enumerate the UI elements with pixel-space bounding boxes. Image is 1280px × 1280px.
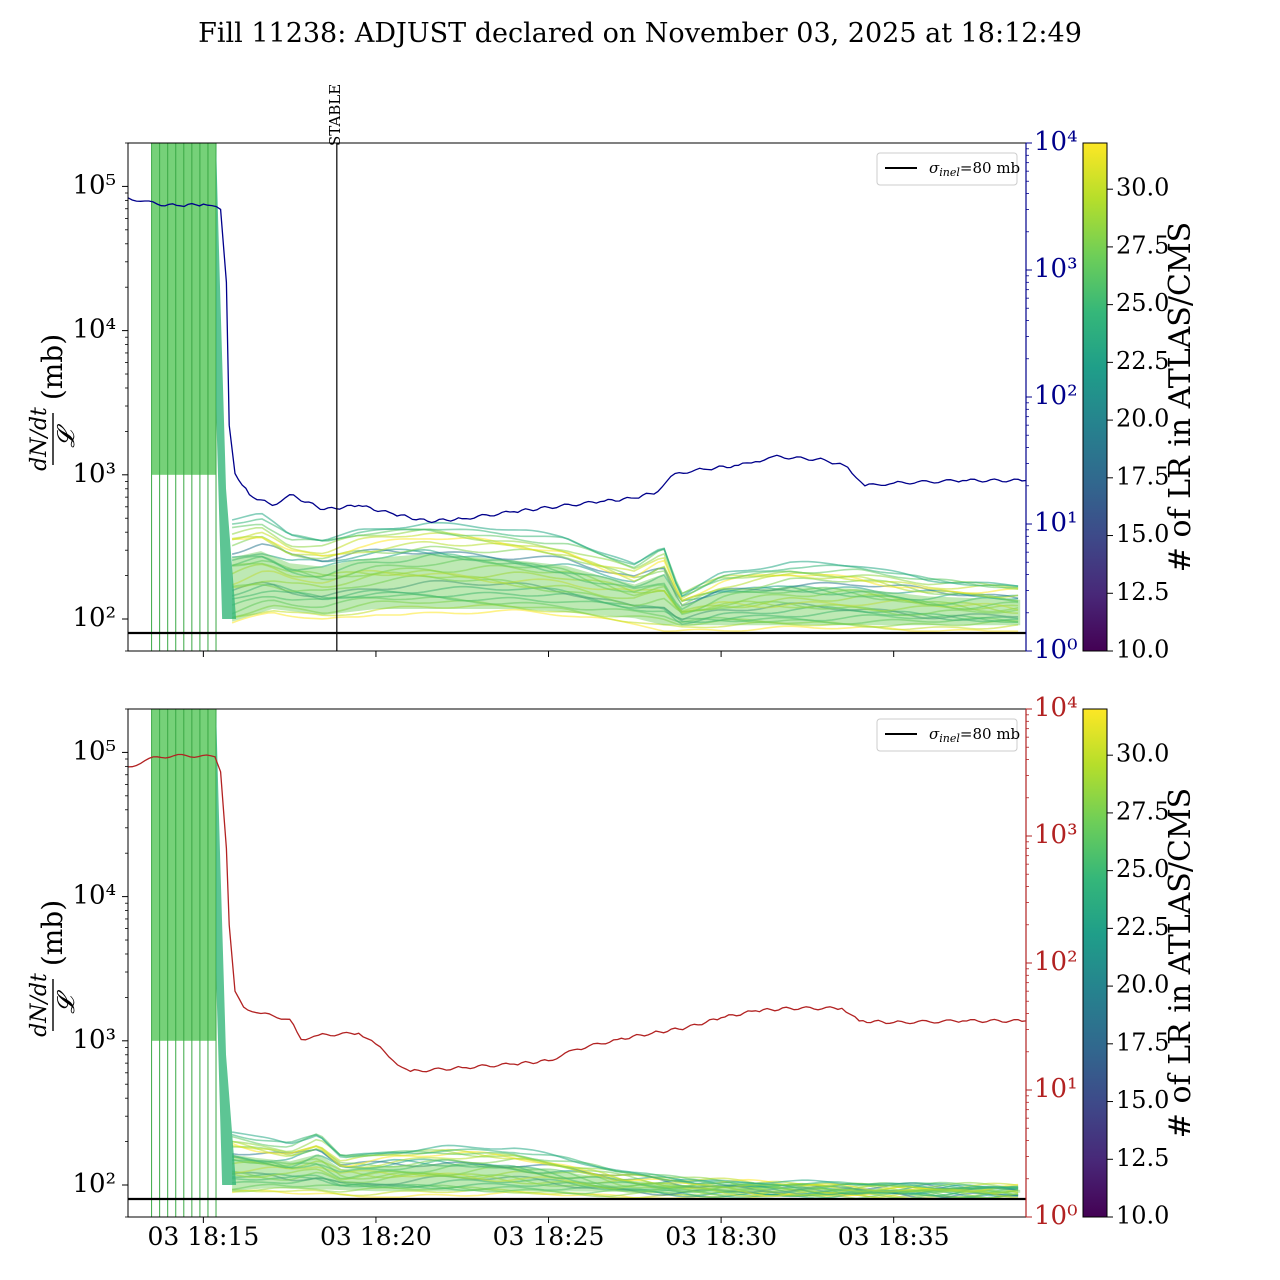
band-trace bbox=[231, 603, 1019, 631]
y2-tick-label: 10³ bbox=[1034, 254, 1078, 284]
right-axis-series-line bbox=[128, 753, 1026, 1073]
colorbar-tick-label: 22.5 bbox=[1116, 347, 1169, 375]
spike-falloff bbox=[216, 143, 237, 620]
colorbar-tick-label: 20.0 bbox=[1116, 405, 1169, 433]
colorbar-tick-label: 15.0 bbox=[1116, 520, 1169, 548]
plot-area bbox=[128, 143, 1026, 651]
band-trace bbox=[231, 562, 1019, 613]
y-tick-label: 10³ bbox=[72, 1025, 116, 1055]
band-trace bbox=[231, 523, 1019, 595]
legend-label: σinel=80 mb bbox=[929, 159, 1020, 179]
y-axis-label: dN/dt 𝓛 (mb) bbox=[27, 900, 80, 1037]
band-trace bbox=[231, 599, 1019, 628]
band-trace bbox=[231, 1142, 1019, 1193]
y-tick-label: 10⁵ bbox=[72, 170, 116, 200]
y-tick-label: 10² bbox=[72, 1169, 116, 1199]
colorbar-tick-label: 17.5 bbox=[1116, 462, 1169, 490]
legend-box bbox=[876, 718, 1018, 752]
y2-tick-label: 10⁰ bbox=[1034, 635, 1078, 665]
band-trace bbox=[231, 548, 1019, 602]
y-label-denominator: 𝓛 bbox=[52, 990, 80, 1014]
band-core bbox=[232, 1154, 1021, 1193]
y-label-numerator: dN/dt bbox=[27, 407, 52, 471]
stable-marker-label: STABLE bbox=[326, 84, 344, 146]
right-axis-series-line bbox=[128, 197, 1026, 524]
legend-label: σinel=80 mb bbox=[929, 725, 1020, 745]
y-tick-label: 10⁴ bbox=[72, 315, 116, 345]
x-tick-label: 03 18:35 bbox=[838, 1222, 950, 1251]
band-trace bbox=[231, 518, 1019, 598]
colorbar-tick-label: 22.5 bbox=[1116, 913, 1169, 941]
colorbar-gradient bbox=[1082, 708, 1108, 1218]
band-trace bbox=[231, 1158, 1019, 1199]
colorbar-tick-label: 30.0 bbox=[1116, 174, 1169, 202]
colorbar-tick-label: 10.0 bbox=[1116, 636, 1169, 664]
band-trace bbox=[231, 574, 1019, 617]
x-tick-label: 03 18:25 bbox=[493, 1222, 605, 1251]
figure-title: Fill 11238: ADJUST declared on November … bbox=[198, 18, 1082, 49]
colorbar: 10.0 12.5 15.0 17.5 20.0 22.5 25.0 27.5 30.0 # of… bbox=[1082, 142, 1198, 664]
y-label-numerator: dN/dt bbox=[27, 973, 52, 1037]
colorbar-label: # of LR in ATLAS/CMS bbox=[1163, 222, 1198, 572]
band-trace bbox=[232, 571, 1019, 613]
colorbar-tick-label: 17.5 bbox=[1116, 1028, 1169, 1056]
colorbar: 10.0 12.5 15.0 17.5 20.0 22.5 25.0 27.5 30.0 # of… bbox=[1082, 708, 1198, 1230]
colorbar-tick-label: 27.5 bbox=[1116, 231, 1169, 259]
colorbar-tick-label: 12.5 bbox=[1116, 1144, 1169, 1172]
x-tick-label: 03 18:20 bbox=[320, 1222, 432, 1251]
y2-tick-label: 10¹ bbox=[1034, 508, 1078, 538]
y2-tick-label: 10⁰ bbox=[1034, 1201, 1078, 1231]
band-trace bbox=[231, 552, 1019, 611]
band-trace bbox=[231, 535, 1019, 603]
chart-panel-bottom: 10² 10³ 10⁴ 10⁵ 10⁰ 10¹ 10² 10³ 10⁴ 03 18:15 03 18… bbox=[27, 693, 1198, 1251]
y2-tick-label: 10⁴ bbox=[1034, 693, 1078, 723]
colorbar-tick-label: 30.0 bbox=[1116, 740, 1169, 768]
y2-tick-label: 10¹ bbox=[1034, 1074, 1078, 1104]
y2-tick-label: 10² bbox=[1034, 947, 1078, 977]
band-trace bbox=[232, 536, 1019, 602]
colorbar-tick-label: 10.0 bbox=[1116, 1202, 1169, 1230]
plot-area bbox=[128, 709, 1026, 1217]
x-tick-label: 03 18:15 bbox=[147, 1222, 259, 1251]
y-tick-label: 10⁵ bbox=[72, 736, 116, 766]
y2-tick-label: 10³ bbox=[1034, 820, 1078, 850]
y-tick-label: 10⁴ bbox=[72, 881, 116, 911]
legend-box bbox=[876, 152, 1018, 186]
y-axis-label: dN/dt 𝓛 (mb) bbox=[27, 334, 80, 471]
y-tick-label: 10² bbox=[72, 603, 116, 633]
band-trace bbox=[231, 1189, 1019, 1200]
band-trace bbox=[231, 569, 1019, 615]
colorbar-tick-label: 25.0 bbox=[1116, 289, 1169, 317]
y-label-unit: (mb) bbox=[36, 334, 69, 400]
colorbar-label: # of LR in ATLAS/CMS bbox=[1163, 788, 1198, 1138]
colorbar-tick-label: 27.5 bbox=[1116, 797, 1169, 825]
x-tick-label: 03 18:30 bbox=[665, 1222, 777, 1251]
band-trace bbox=[231, 531, 1019, 600]
band-core bbox=[232, 551, 1021, 626]
y2-tick-label: 10² bbox=[1034, 381, 1078, 411]
band-trace bbox=[232, 558, 1019, 616]
y-label-denominator: 𝓛 bbox=[52, 424, 80, 448]
band-trace bbox=[231, 1168, 1019, 1198]
colorbar-tick-label: 20.0 bbox=[1116, 971, 1169, 999]
y2-tick-label: 10⁴ bbox=[1034, 127, 1078, 157]
band-trace bbox=[232, 548, 1019, 602]
colorbar-gradient bbox=[1082, 142, 1108, 652]
band-trace bbox=[231, 512, 1019, 598]
y-tick-label: 10³ bbox=[72, 459, 116, 489]
y-label-unit: (mb) bbox=[36, 900, 69, 966]
spike-falloff bbox=[216, 709, 237, 1186]
colorbar-tick-label: 15.0 bbox=[1116, 1086, 1169, 1114]
colorbar-tick-label: 12.5 bbox=[1116, 578, 1169, 606]
band-trace bbox=[231, 1133, 1019, 1190]
chart-panel-top: STABLE 10² 10³ 10⁴ 10⁵ 10⁰ 10¹ 10² 10³ 10⁴ dN/dt 𝓛 (… bbox=[27, 84, 1198, 665]
colorbar-tick-label: 25.0 bbox=[1116, 855, 1169, 883]
band-trace bbox=[231, 590, 1019, 624]
band-trace bbox=[231, 1131, 1019, 1190]
